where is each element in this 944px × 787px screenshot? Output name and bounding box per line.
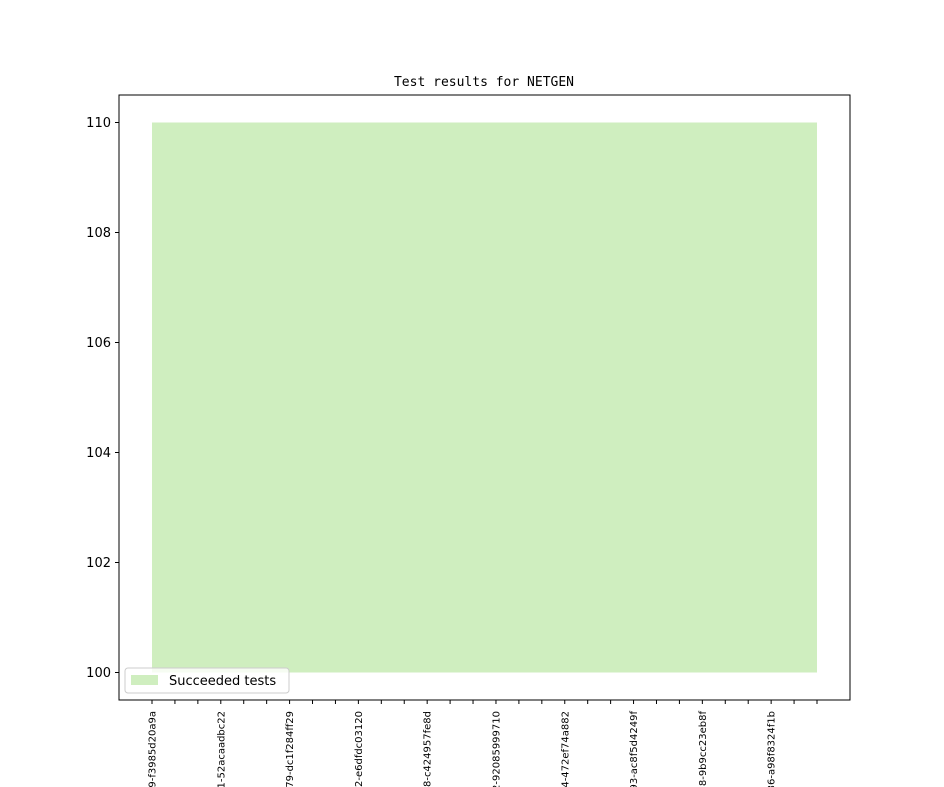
x-tick-label: 4-472ef74a882 (560, 711, 571, 787)
y-tick-label: 104 (86, 446, 111, 461)
y-tick-label: 108 (86, 226, 111, 241)
area-succeeded-tests (152, 122, 817, 673)
x-tick-label: 1-52acaadbc22 (216, 711, 227, 787)
plot-frame (118, 94, 851, 701)
y-tick-label: 110 (86, 116, 111, 131)
chart-title: Test results for NETGEN (394, 75, 574, 90)
legend-box (124, 667, 290, 694)
x-tick-label: 79-dc1f284ff29 (285, 711, 296, 787)
y-tick-label: 100 (86, 666, 111, 681)
x-tick-label: 36-a98f8324f1b (767, 711, 778, 787)
y-tick-label: 106 (86, 336, 111, 351)
x-tick-label: 38-9b9cc23eb8f (698, 711, 709, 787)
x-tick-label: 93-ac8f5d4249f (629, 711, 640, 787)
legend-swatch (131, 675, 158, 685)
x-tick-label: 8-c424957fe8d (423, 711, 434, 787)
y-tick-label: 102 (86, 556, 111, 571)
x-tick-label: 2-e6dfdc03120 (354, 711, 365, 787)
legend-label: Succeeded tests (169, 674, 276, 689)
x-tick-label: 2-9208599971​0 (491, 711, 502, 787)
x-tick-label: 9-f3985d20a9a (148, 711, 159, 787)
legend: Succeeded tests (124, 667, 290, 694)
